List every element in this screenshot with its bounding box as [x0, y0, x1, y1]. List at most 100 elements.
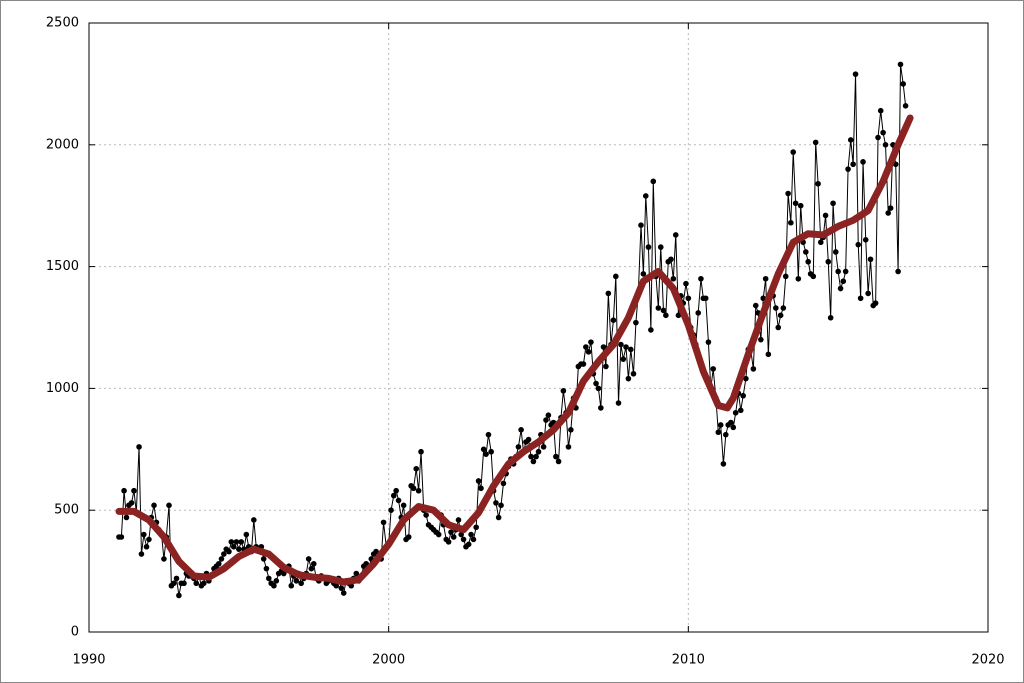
- data-point: [518, 427, 524, 433]
- data-point: [865, 290, 871, 297]
- x-tick-label: 2000: [372, 653, 405, 668]
- data-point: [435, 531, 442, 538]
- data-point: [528, 453, 534, 460]
- data-point: [338, 585, 345, 591]
- data-point: [273, 578, 280, 584]
- x-tick-label: 2010: [672, 653, 705, 668]
- data-point: [872, 300, 879, 306]
- data-point: [655, 305, 662, 311]
- data-point: [455, 517, 462, 523]
- data-point: [875, 134, 881, 141]
- data-point: [792, 200, 799, 207]
- data-point: [618, 341, 624, 348]
- data-point: [887, 205, 894, 211]
- data-point: [415, 487, 422, 494]
- data-point: [583, 344, 589, 350]
- data-point: [825, 258, 832, 265]
- data-point: [535, 448, 542, 455]
- data-point: [478, 485, 484, 492]
- data-point: [822, 212, 829, 219]
- data-point: [405, 534, 412, 540]
- data-point: [702, 295, 709, 302]
- series-line: [115, 114, 914, 586]
- data-point: [852, 71, 859, 77]
- data-point: [880, 129, 886, 136]
- data-point: [752, 302, 759, 309]
- data-point: [468, 531, 474, 538]
- y-tick-label: 0: [71, 625, 79, 640]
- data-point: [640, 271, 647, 277]
- data-point: [620, 356, 627, 362]
- data-point: [308, 565, 315, 572]
- data-point: [750, 366, 757, 372]
- data-point: [623, 344, 629, 350]
- data-point: [465, 541, 472, 548]
- data-point: [715, 429, 722, 436]
- data-point: [221, 551, 227, 557]
- data-point: [515, 444, 522, 450]
- data-point: [743, 375, 749, 382]
- data-point: [610, 317, 617, 323]
- data-point: [615, 400, 622, 406]
- data-point: [740, 392, 746, 399]
- data-point: [710, 366, 717, 372]
- data-point: [600, 344, 607, 350]
- data-point: [393, 487, 399, 494]
- data-point: [485, 431, 492, 438]
- data-point: [605, 290, 612, 297]
- data-point: [900, 81, 906, 87]
- data-point: [215, 560, 222, 567]
- data-point: [633, 319, 639, 326]
- data-point: [121, 487, 127, 494]
- data-point: [373, 548, 379, 555]
- data-point: [498, 502, 504, 509]
- data-point: [228, 539, 235, 545]
- data-point: [298, 580, 304, 587]
- data-point: [176, 592, 182, 599]
- data-point: [293, 578, 300, 584]
- data-point: [698, 275, 704, 282]
- data-point: [136, 444, 142, 450]
- data-point: [305, 556, 312, 562]
- data-point: [857, 295, 864, 302]
- data-point: [533, 453, 539, 460]
- data-point: [630, 370, 637, 377]
- data-point: [845, 166, 851, 172]
- data-point: [473, 524, 479, 531]
- y-tick-label: 1500: [46, 259, 79, 274]
- data-point: [627, 346, 634, 353]
- data-point: [388, 507, 394, 513]
- data-point: [762, 275, 769, 282]
- data-point: [683, 280, 689, 287]
- y-tick-label: 2500: [46, 16, 79, 31]
- data-point: [885, 210, 892, 216]
- data-point: [280, 570, 287, 577]
- data-point: [867, 256, 874, 263]
- data-point: [460, 536, 467, 543]
- y-tick-label: 2000: [46, 137, 79, 152]
- data-point: [488, 448, 494, 455]
- data-point: [595, 385, 602, 392]
- data-point: [675, 312, 682, 319]
- data-point: [200, 580, 207, 587]
- data-point: [131, 487, 137, 494]
- data-point: [493, 500, 499, 506]
- data-point: [840, 278, 847, 285]
- data-point: [128, 500, 135, 506]
- data-point: [830, 200, 836, 207]
- data-point: [271, 582, 277, 589]
- data-point: [480, 446, 487, 453]
- data-point: [780, 305, 787, 311]
- data-point: [565, 444, 572, 450]
- data-point: [171, 580, 177, 587]
- data-point: [795, 275, 802, 282]
- data-point: [353, 570, 360, 577]
- data-point: [545, 412, 552, 418]
- data-point: [555, 458, 562, 465]
- data-point: [827, 314, 834, 321]
- data-point: [525, 436, 532, 443]
- data-point: [613, 273, 619, 280]
- data-point: [722, 431, 729, 438]
- data-point: [663, 312, 669, 319]
